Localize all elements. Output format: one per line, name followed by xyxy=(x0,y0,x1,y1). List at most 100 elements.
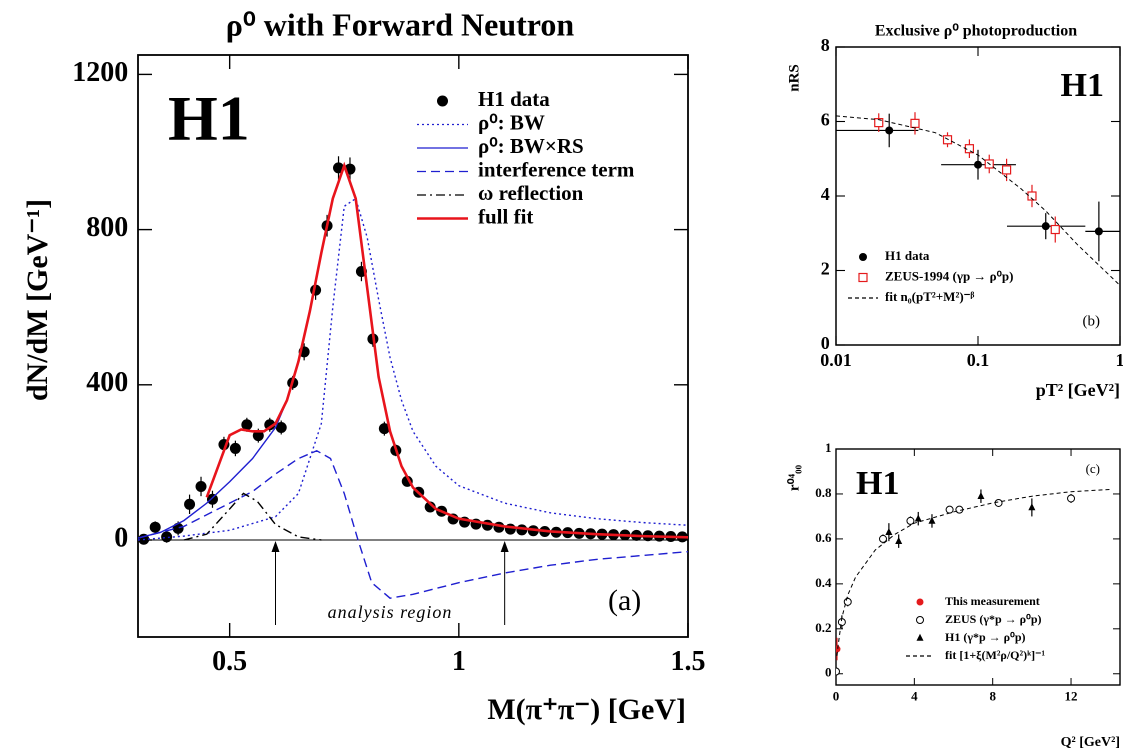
curve xyxy=(836,115,1120,286)
annotation: H1 xyxy=(856,465,899,502)
marker xyxy=(879,534,888,543)
y-tick-label: 8 xyxy=(821,35,830,55)
marker xyxy=(1027,191,1037,201)
x-tick-label: 8 xyxy=(989,688,996,703)
y-tick-label: 0.2 xyxy=(815,620,831,635)
legend-label: fit [1+ξ(M²ρ/Q²)ᵏ]⁻¹ xyxy=(945,648,1045,662)
marker xyxy=(910,118,920,128)
marker xyxy=(161,531,173,543)
legend-label: H1 (γ*p → ρ⁰p) xyxy=(945,630,1026,644)
y-tick-label: 1200 xyxy=(72,57,128,88)
plot-area xyxy=(836,488,1111,677)
curve xyxy=(138,163,688,539)
legend-label: H1 data xyxy=(885,248,930,263)
legend-label: fit n₀(pT²+M²)⁻ᵝ xyxy=(885,289,975,304)
y-tick-label: 4 xyxy=(821,184,830,204)
x-tick-label: 12 xyxy=(1065,688,1078,703)
y-tick-label: 800 xyxy=(86,212,128,243)
chart-title: Exclusive ρ⁰ photoproduction xyxy=(875,23,1077,40)
marker xyxy=(885,126,894,135)
marker xyxy=(504,523,516,535)
marker xyxy=(184,498,196,510)
x-axis-label: Q² [GeV²] xyxy=(1061,735,1120,750)
marker xyxy=(195,480,207,492)
arrow-head xyxy=(271,541,280,552)
x-axis-label: pT² [GeV²] xyxy=(1036,380,1120,400)
marker xyxy=(836,645,841,653)
chart-title: ρ⁰ with Forward Neutron xyxy=(226,6,575,42)
y-tick-label: 0.8 xyxy=(815,485,832,500)
annotation: (c) xyxy=(1086,461,1100,476)
legend-label: ρ⁰: BW×RS xyxy=(478,134,584,158)
legend-swatch xyxy=(916,616,924,624)
annotation: H1 xyxy=(168,83,250,154)
marker xyxy=(1001,165,1012,175)
y-tick-label: 0.6 xyxy=(815,530,832,545)
plot-frame xyxy=(835,448,1121,686)
y-tick-label: 6 xyxy=(821,110,830,130)
legend-label: ρ⁰: BW xyxy=(478,110,545,134)
y-tick-label: 0 xyxy=(114,522,128,553)
marker xyxy=(994,498,1003,507)
marker xyxy=(977,492,985,499)
marker xyxy=(378,423,390,435)
marker xyxy=(424,501,436,513)
marker xyxy=(1094,227,1103,236)
x-tick-label: 4 xyxy=(911,688,918,703)
legend-swatch xyxy=(859,253,867,261)
x-tick-label: 0.5 xyxy=(212,646,247,677)
x-axis-label: M(π⁺π⁻) [GeV] xyxy=(487,693,686,726)
plot-frame xyxy=(137,54,689,638)
legend-swatch xyxy=(916,598,924,606)
arrow-head xyxy=(500,541,509,552)
legend-label: ω reflection xyxy=(478,181,584,205)
marker xyxy=(1028,503,1036,511)
plot-area xyxy=(836,112,1120,286)
x-tick-label: 0.1 xyxy=(967,350,990,370)
marker xyxy=(229,442,241,454)
marker xyxy=(928,516,936,524)
y-tick-label: 0 xyxy=(821,333,830,353)
y-axis-label: r⁰⁴₀₀ xyxy=(786,464,802,491)
annotation: analysis region xyxy=(328,602,453,622)
marker xyxy=(252,430,264,442)
marker xyxy=(241,419,253,431)
curve xyxy=(138,449,688,599)
legend-swatch xyxy=(858,272,868,283)
y-tick-label: 1 xyxy=(825,440,832,455)
legend-label: H1 data xyxy=(478,87,550,111)
annotation: (a) xyxy=(608,584,641,617)
marker xyxy=(942,135,953,145)
marker xyxy=(914,514,922,522)
marker xyxy=(149,521,161,533)
x-tick-label: 0 xyxy=(833,688,840,703)
y-axis-label: dN/dM [GeV⁻¹] xyxy=(21,199,54,401)
marker xyxy=(895,536,903,544)
legend-label: ZEUS-1994 (γp → ρ⁰p) xyxy=(885,268,1013,283)
legend-label: full fit xyxy=(478,204,533,228)
legend-label: interference term xyxy=(478,157,635,181)
marker xyxy=(974,160,982,169)
legend-label: ZEUS (γ*p → ρ⁰p) xyxy=(945,612,1042,626)
curve xyxy=(138,197,688,541)
marker xyxy=(275,421,287,433)
marker xyxy=(906,516,915,525)
x-tick-label: 1 xyxy=(1116,350,1123,370)
marker xyxy=(1050,224,1060,235)
marker xyxy=(945,505,954,514)
y-tick-label: 0 xyxy=(825,665,832,680)
annotation: (b) xyxy=(1083,313,1101,329)
y-tick-label: 0.4 xyxy=(815,575,832,590)
legend-swatch xyxy=(437,95,448,107)
legend-label: This measurement xyxy=(945,594,1040,608)
x-tick-label: 1.5 xyxy=(671,646,706,677)
marker xyxy=(264,419,276,431)
legend-swatch xyxy=(916,633,924,641)
marker xyxy=(172,522,184,534)
y-axis-label: nRS xyxy=(786,64,802,92)
marker xyxy=(874,118,884,128)
marker xyxy=(1067,494,1076,503)
annotation: H1 xyxy=(1061,67,1104,104)
marker xyxy=(836,667,840,676)
